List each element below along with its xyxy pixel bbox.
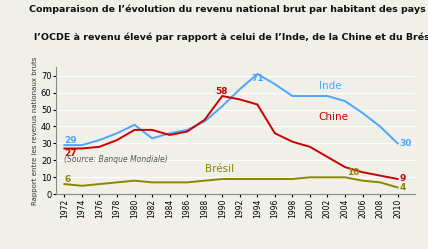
Y-axis label: Rapport entre les revenus nationaux bruts: Rapport entre les revenus nationaux brut… [32, 57, 38, 205]
Text: 9: 9 [399, 175, 406, 184]
Text: l’OCDE à revenu élevé par rapport à celui de l’Inde, de la Chine et du Brésil: l’OCDE à revenu élevé par rapport à celu… [34, 32, 428, 42]
Text: 58: 58 [215, 87, 228, 96]
Text: 10: 10 [347, 168, 359, 177]
Text: 30: 30 [399, 139, 412, 148]
Text: 71: 71 [251, 74, 264, 83]
Text: 27: 27 [64, 148, 77, 158]
Text: 6: 6 [64, 175, 71, 184]
Text: 4: 4 [399, 183, 406, 192]
Text: (Source: Banque Mondiale): (Source: Banque Mondiale) [64, 155, 168, 164]
Text: Brésil: Brésil [205, 164, 234, 174]
Text: 29: 29 [64, 136, 77, 145]
Text: Comparaison de l’évolution du revenu national brut par habitant des pays de: Comparaison de l’évolution du revenu nat… [29, 5, 428, 14]
Text: Chine: Chine [319, 112, 349, 122]
Text: Inde: Inde [319, 81, 341, 91]
